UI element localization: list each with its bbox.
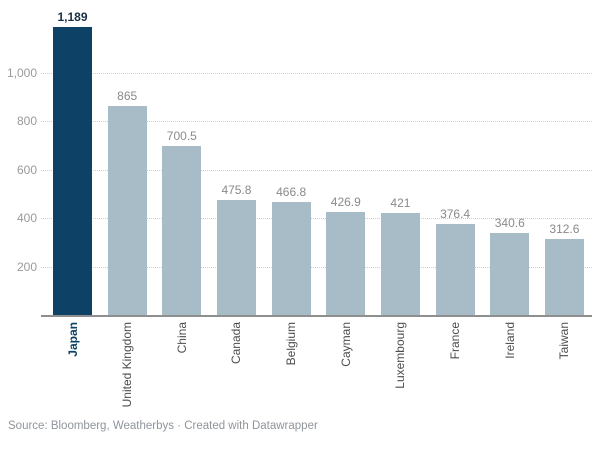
bar-group: 312.6 Taiwan <box>544 0 584 359</box>
bar <box>326 211 366 315</box>
bar-category-label: France <box>448 322 463 360</box>
bar-value-label: 426.9 <box>330 194 361 209</box>
bar <box>544 239 584 315</box>
bar <box>490 232 530 315</box>
gridline <box>41 266 592 268</box>
bar-value-label: 475.8 <box>221 182 252 197</box>
gridline <box>41 121 592 123</box>
y-axis-tick-label: 1,000 <box>6 66 37 80</box>
bar-value-label: 865 <box>117 88 138 103</box>
bar-value-label: 700.5 <box>166 128 197 143</box>
y-axis-tick-label: 200 <box>16 259 37 274</box>
bar-category-label: China <box>174 322 189 354</box>
bar-category-label: Japan <box>65 322 80 357</box>
bar-category-label: Cayman <box>338 322 353 367</box>
bar-category-label: Belgium <box>284 322 299 366</box>
bar-group: 1,189 Japan <box>53 0 92 357</box>
bar-value-label: 1,189 <box>57 10 88 25</box>
bar-group: 700.5 China <box>162 0 202 353</box>
bar-value-label: 312.6 <box>549 222 580 237</box>
bar <box>107 105 147 315</box>
y-axis-tick-label: 600 <box>16 162 37 177</box>
gridline <box>41 169 592 171</box>
bar <box>53 27 92 315</box>
bar-group: 426.9 Cayman <box>326 0 366 367</box>
bar <box>271 202 311 315</box>
bar-category-label: Canada <box>229 322 244 365</box>
bar-value-label: 466.8 <box>276 185 307 199</box>
bar-value-label: 376.4 <box>440 206 471 221</box>
bar <box>380 213 420 315</box>
bar <box>216 199 256 315</box>
gridline <box>41 73 592 74</box>
bar-category-label: United Kingdom <box>120 322 135 408</box>
bar-value-label: 340.6 <box>494 215 525 230</box>
bar-category-label: Taiwan <box>557 322 572 360</box>
source-attribution: Source: Bloomberg, Weatherbys · Created … <box>8 420 318 432</box>
y-axis-tick-label: 800 <box>16 114 37 129</box>
bar-group: 466.8 Belgium <box>271 0 311 365</box>
y-axis-tick-label: 400 <box>16 211 37 226</box>
bar-group: 340.6 Ireland <box>490 0 530 359</box>
bar-category-label: Ireland <box>502 322 517 359</box>
bars-area: 1,189 Japan 865 United Kingdom 700.5 Chi… <box>45 0 592 407</box>
bar-group: 865 United Kingdom <box>107 0 147 407</box>
bar-group: 376.4 France <box>435 0 475 359</box>
bar-value-label: 421 <box>390 196 411 211</box>
bar-group: 475.8 Canada <box>216 0 256 364</box>
bar-category-label: Luxembourg <box>393 322 408 389</box>
gridline <box>41 218 592 220</box>
bar <box>435 223 475 315</box>
bar <box>162 145 202 315</box>
x-axis-baseline <box>41 315 592 317</box>
bar-group: 421 Luxembourg <box>380 0 420 389</box>
